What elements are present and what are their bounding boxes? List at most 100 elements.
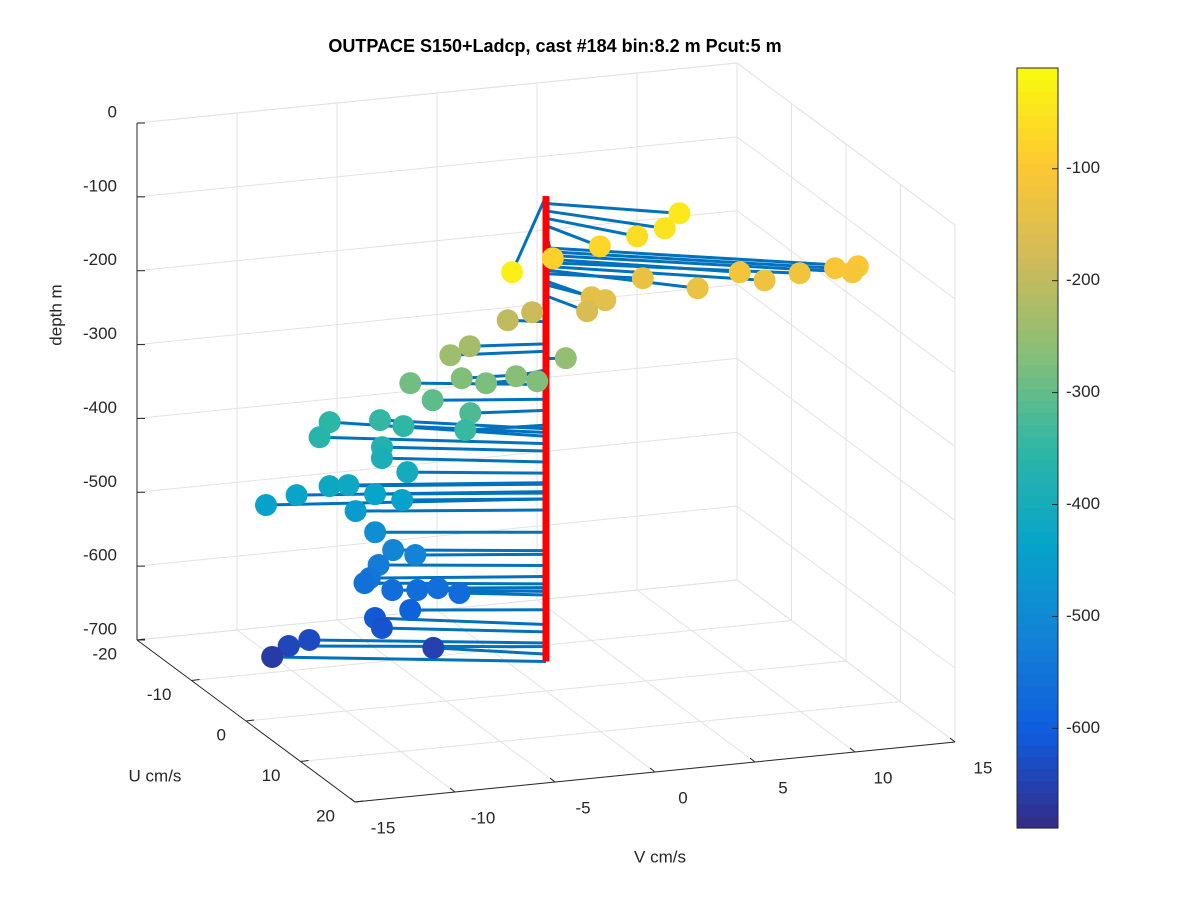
colorbar-swatch: [1017, 626, 1058, 639]
x-tick-label: 5: [778, 778, 787, 797]
stem: [469, 342, 547, 348]
stem: [374, 616, 547, 627]
point: [496, 309, 519, 332]
point: [824, 257, 847, 280]
point: [521, 301, 544, 324]
point: [369, 409, 392, 432]
point: [448, 582, 471, 605]
x-tick: [749, 757, 756, 763]
point: [450, 367, 473, 390]
colorbar-swatch: [1017, 649, 1058, 663]
point: [505, 365, 528, 388]
stem: [381, 626, 547, 634]
colorbar-swatch: [1017, 471, 1058, 485]
x-tick-label: 15: [974, 758, 993, 777]
colorbar-swatch: [1017, 115, 1058, 128]
point: [541, 247, 564, 270]
colorbar-swatch: [1017, 68, 1058, 81]
colorbar-swatch: [1017, 174, 1058, 188]
y-tick-label: -10: [147, 685, 172, 704]
point: [576, 300, 599, 323]
point: [392, 415, 415, 438]
colorbar-swatch: [1017, 222, 1058, 235]
colorbar-swatch: [1017, 246, 1058, 259]
point: [370, 617, 393, 640]
point: [459, 402, 482, 425]
stem: [433, 646, 547, 656]
x-axis-label: V cm/s: [634, 847, 686, 866]
point: [626, 225, 649, 248]
point: [422, 636, 445, 659]
point: [353, 572, 376, 595]
stem: [402, 497, 547, 502]
stem: [407, 470, 547, 475]
point: [686, 277, 709, 300]
stem: [319, 435, 547, 446]
grid: [136, 62, 956, 803]
point: [382, 539, 405, 562]
colorbar-swatch: [1017, 661, 1058, 675]
colorbar-swatch: [1017, 388, 1058, 402]
y-tick: [300, 760, 309, 762]
colorbar-swatch: [1017, 566, 1058, 580]
point: [396, 461, 419, 484]
colorbar-swatch: [1017, 495, 1058, 508]
colorbar-swatch: [1017, 364, 1058, 378]
point: [344, 500, 367, 523]
colorbar-frame: [1016, 67, 1059, 829]
colorbar-swatch: [1017, 103, 1058, 117]
colorbar-swatch: [1017, 269, 1058, 283]
point: [475, 372, 498, 395]
colorbar-tick-label: -500: [1066, 606, 1100, 625]
point: [370, 447, 393, 470]
colorbar-swatch: [1017, 816, 1058, 829]
z-tick-label: 0: [108, 102, 117, 121]
colorbar-swatch: [1017, 79, 1058, 93]
point: [406, 579, 429, 602]
colorbar-swatch: [1017, 721, 1058, 734]
colorbar-swatch: [1017, 198, 1058, 212]
colorbar-swatch: [1017, 697, 1058, 710]
stem: [545, 209, 665, 230]
colorbar-swatch: [1017, 780, 1058, 793]
colorbar-swatch: [1017, 127, 1058, 140]
x-tick-label: 10: [874, 768, 893, 787]
z-tick-label: -300: [83, 324, 117, 343]
point: [298, 628, 321, 651]
colorbar-swatch: [1017, 353, 1058, 366]
colorbar-swatch: [1017, 210, 1058, 223]
colorbar-swatch: [1017, 436, 1058, 449]
axes: -700-600-500-400-300-200-1000-20-1001020…: [83, 102, 992, 837]
stem: [329, 420, 547, 438]
colorbar-swatch: [1017, 281, 1058, 295]
point: [404, 544, 427, 567]
colorbar-swatch: [1017, 614, 1058, 627]
colorbar-swatch: [1017, 483, 1058, 497]
point: [261, 645, 284, 668]
stem: [355, 508, 547, 513]
point: [653, 217, 676, 240]
y-tick: [354, 800, 364, 803]
point: [753, 269, 776, 292]
chart-title: OUTPACE S150+Ladcp, cast #184 bin:8.2 m …: [328, 36, 781, 56]
colorbar-swatch: [1017, 139, 1058, 152]
z-tick-label: -100: [83, 176, 117, 195]
x-tick: [649, 767, 656, 773]
z-tick-label: -600: [83, 546, 117, 565]
x-tick-label: -10: [471, 808, 496, 827]
grid-line: [300, 701, 901, 762]
colorbar-swatch: [1017, 709, 1058, 722]
point: [668, 202, 691, 225]
x-tick: [549, 777, 556, 783]
colorbar-swatch: [1017, 554, 1058, 568]
point: [277, 634, 300, 657]
box-edge: [736, 62, 956, 226]
colorbar-tick-label: -200: [1066, 270, 1100, 289]
stem: [470, 408, 547, 415]
point: [728, 261, 751, 284]
colorbar-tick-label: -400: [1066, 494, 1100, 513]
point: [841, 261, 864, 284]
colorbar-swatch: [1017, 151, 1058, 164]
stem: [545, 257, 740, 274]
